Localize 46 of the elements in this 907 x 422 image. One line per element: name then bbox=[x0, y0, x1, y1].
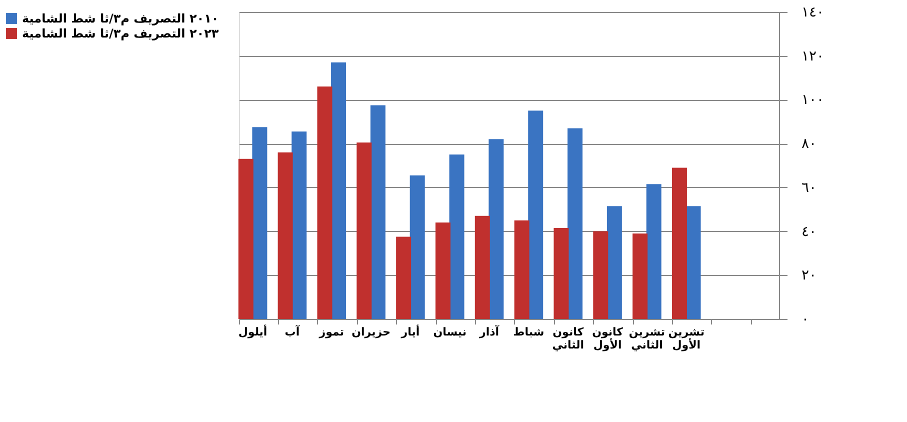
bar bbox=[331, 62, 346, 319]
bar bbox=[317, 86, 332, 319]
x-tick-label: تموز bbox=[318, 326, 344, 338]
bar bbox=[449, 154, 464, 319]
bar bbox=[606, 206, 622, 319]
x-tick-label: تشرين الثاني bbox=[628, 326, 666, 352]
y-tick-label: ٦٠ bbox=[802, 180, 817, 196]
bar bbox=[252, 127, 268, 319]
y-tick-label: ٠ bbox=[802, 312, 810, 328]
x-tick-label: شباط bbox=[513, 326, 544, 338]
x-tick-label: آب bbox=[284, 324, 300, 338]
x-tick-label: كانون الأول bbox=[592, 326, 624, 352]
bar bbox=[514, 220, 530, 319]
x-tick-label: آذار bbox=[478, 324, 500, 338]
bar bbox=[554, 228, 569, 319]
y-tick-label: ٨٠ bbox=[802, 136, 817, 152]
y-tick-label: ١٠٠ bbox=[802, 92, 824, 108]
y-tick-label: ١٢٠ bbox=[802, 48, 824, 64]
legend-label: ٢٠١٠ التصريف م٣/ثا شط الشامية bbox=[22, 12, 219, 26]
bar bbox=[278, 152, 293, 319]
bar bbox=[646, 184, 662, 319]
bar bbox=[672, 168, 687, 319]
x-tick-label: حزيران bbox=[352, 326, 390, 338]
bar bbox=[238, 158, 254, 319]
bar bbox=[632, 233, 648, 319]
bar bbox=[474, 216, 490, 319]
bar bbox=[686, 206, 701, 319]
x-tick-label: تشرين الأول bbox=[668, 326, 704, 352]
y-tick-label: ٤٠ bbox=[802, 224, 817, 240]
bar bbox=[435, 222, 450, 319]
bar bbox=[370, 105, 386, 319]
bar bbox=[528, 110, 544, 319]
legend-label: ٢٠٢٣ التصريف م٣/ثا شط الشامية bbox=[22, 26, 220, 40]
y-tick-label: ١٤٠ bbox=[802, 4, 824, 20]
bar bbox=[488, 139, 504, 319]
y-tick-label: ٢٠ bbox=[802, 268, 817, 284]
x-tick-label: كانون الثاني bbox=[552, 326, 584, 352]
bar bbox=[410, 175, 425, 319]
x-tick-label: أيلول bbox=[238, 324, 268, 338]
bar bbox=[356, 142, 372, 319]
bar bbox=[593, 231, 608, 319]
bar bbox=[568, 128, 583, 319]
bar bbox=[292, 132, 307, 319]
bar bbox=[396, 236, 412, 319]
x-tick-label: نيسان bbox=[433, 326, 467, 338]
x-tick-label: أيار bbox=[400, 324, 420, 338]
